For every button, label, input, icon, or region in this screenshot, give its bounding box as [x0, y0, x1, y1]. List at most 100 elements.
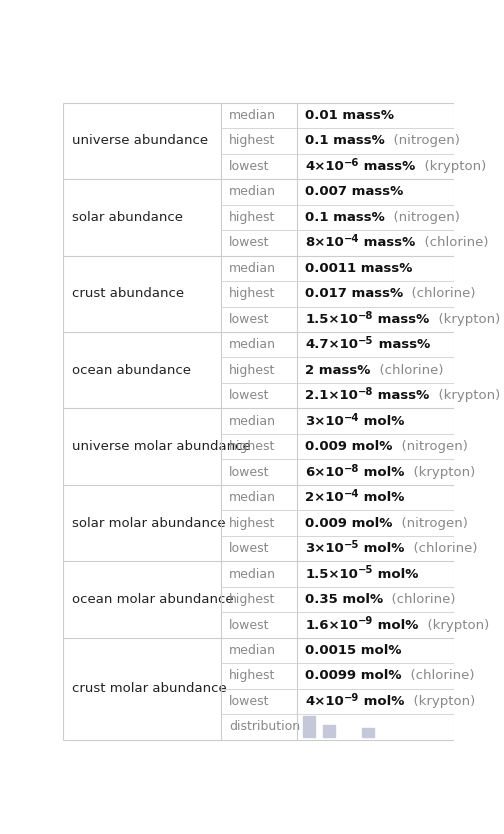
Text: −9: −9 — [344, 693, 359, 703]
Text: (krypton): (krypton) — [405, 695, 475, 708]
Text: crust molar abundance: crust molar abundance — [73, 682, 227, 696]
Text: 2.1×10: 2.1×10 — [305, 389, 358, 402]
Text: 4×10: 4×10 — [305, 160, 344, 173]
Text: mol%: mol% — [359, 542, 405, 555]
Text: 1.5×10: 1.5×10 — [305, 568, 358, 580]
Text: 0.35 mol%: 0.35 mol% — [305, 593, 384, 606]
Text: highest: highest — [229, 593, 275, 606]
Text: 0.009 mol%: 0.009 mol% — [305, 440, 393, 453]
Text: median: median — [229, 491, 276, 504]
Text: lowest: lowest — [229, 236, 269, 249]
Text: universe abundance: universe abundance — [73, 134, 209, 148]
Text: 0.0099 mol%: 0.0099 mol% — [305, 670, 402, 682]
Text: median: median — [229, 109, 276, 122]
Text: lowest: lowest — [229, 542, 269, 555]
Text: 6×10: 6×10 — [305, 465, 344, 479]
Text: median: median — [229, 644, 276, 657]
Text: (chlorine): (chlorine) — [370, 364, 443, 377]
Text: lowest: lowest — [229, 313, 269, 326]
Text: (chlorine): (chlorine) — [402, 670, 474, 682]
Text: (chlorine): (chlorine) — [405, 542, 477, 555]
Text: −9: −9 — [358, 616, 373, 626]
Text: median: median — [229, 185, 276, 198]
Bar — [303, 716, 316, 737]
Text: (krypton): (krypton) — [419, 619, 489, 631]
Text: −8: −8 — [358, 310, 373, 320]
Text: 0.01 mass%: 0.01 mass% — [305, 109, 394, 122]
Text: −4: −4 — [344, 489, 359, 499]
Text: distribution: distribution — [229, 721, 300, 733]
Text: (chlorine): (chlorine) — [416, 236, 488, 249]
Text: −6: −6 — [344, 158, 359, 168]
Text: lowest: lowest — [229, 695, 269, 708]
Text: highest: highest — [229, 211, 275, 224]
Text: −5: −5 — [344, 540, 359, 550]
Text: ocean abundance: ocean abundance — [73, 364, 192, 377]
Text: mass%: mass% — [373, 389, 430, 402]
Text: −5: −5 — [358, 336, 373, 346]
Text: 2 mass%: 2 mass% — [305, 364, 370, 377]
Text: 0.009 mol%: 0.009 mol% — [305, 516, 393, 530]
Text: 4.7×10: 4.7×10 — [305, 339, 358, 351]
Text: −5: −5 — [358, 565, 373, 575]
Text: solar abundance: solar abundance — [73, 211, 183, 224]
Bar — [362, 728, 374, 737]
Text: mol%: mol% — [359, 414, 405, 428]
Text: lowest: lowest — [229, 619, 269, 631]
Text: −8: −8 — [344, 464, 359, 474]
Text: mass%: mass% — [359, 236, 416, 249]
Text: mol%: mol% — [359, 695, 405, 708]
Text: 3×10: 3×10 — [305, 542, 344, 555]
Text: −8: −8 — [358, 387, 373, 397]
Text: crust abundance: crust abundance — [73, 287, 184, 300]
Text: 0.007 mass%: 0.007 mass% — [305, 185, 403, 198]
Text: highest: highest — [229, 516, 275, 530]
Text: lowest: lowest — [229, 465, 269, 479]
Bar — [323, 725, 335, 737]
Text: (nitrogen): (nitrogen) — [393, 516, 467, 530]
Text: mass%: mass% — [373, 339, 430, 351]
Text: mol%: mol% — [359, 465, 405, 479]
Text: mol%: mol% — [359, 491, 405, 504]
Text: universe molar abundance: universe molar abundance — [73, 440, 251, 453]
Text: mass%: mass% — [359, 160, 415, 173]
Text: 0.0011 mass%: 0.0011 mass% — [305, 262, 413, 274]
Text: lowest: lowest — [229, 160, 269, 173]
Text: mol%: mol% — [373, 619, 419, 631]
Text: (krypton): (krypton) — [430, 389, 500, 402]
Text: 1.6×10: 1.6×10 — [305, 619, 358, 631]
Text: 1.5×10: 1.5×10 — [305, 313, 358, 326]
Text: highest: highest — [229, 670, 275, 682]
Text: highest: highest — [229, 287, 275, 300]
Text: 4×10: 4×10 — [305, 695, 344, 708]
Text: solar molar abundance: solar molar abundance — [73, 516, 226, 530]
Text: highest: highest — [229, 440, 275, 453]
Text: (krypton): (krypton) — [405, 465, 475, 479]
Text: median: median — [229, 568, 276, 580]
Text: (nitrogen): (nitrogen) — [393, 440, 467, 453]
Text: 3×10: 3×10 — [305, 414, 344, 428]
Text: highest: highest — [229, 364, 275, 377]
Text: (chlorine): (chlorine) — [403, 287, 476, 300]
Text: (krypton): (krypton) — [415, 160, 486, 173]
Text: (nitrogen): (nitrogen) — [385, 211, 460, 224]
Text: lowest: lowest — [229, 389, 269, 402]
Text: 8×10: 8×10 — [305, 236, 344, 249]
Text: 0.0015 mol%: 0.0015 mol% — [305, 644, 402, 657]
Text: mol%: mol% — [373, 568, 419, 580]
Text: mass%: mass% — [373, 313, 430, 326]
Text: 2×10: 2×10 — [305, 491, 344, 504]
Text: (krypton): (krypton) — [430, 313, 500, 326]
Text: highest: highest — [229, 134, 275, 148]
Text: (chlorine): (chlorine) — [384, 593, 456, 606]
Text: ocean molar abundance: ocean molar abundance — [73, 593, 234, 606]
Text: −4: −4 — [344, 413, 359, 423]
Text: (nitrogen): (nitrogen) — [385, 134, 460, 148]
Text: 0.1 mass%: 0.1 mass% — [305, 134, 385, 148]
Text: median: median — [229, 262, 276, 274]
Text: median: median — [229, 339, 276, 351]
Text: median: median — [229, 414, 276, 428]
Text: 0.017 mass%: 0.017 mass% — [305, 287, 403, 300]
Text: −4: −4 — [344, 234, 359, 244]
Text: 0.1 mass%: 0.1 mass% — [305, 211, 385, 224]
